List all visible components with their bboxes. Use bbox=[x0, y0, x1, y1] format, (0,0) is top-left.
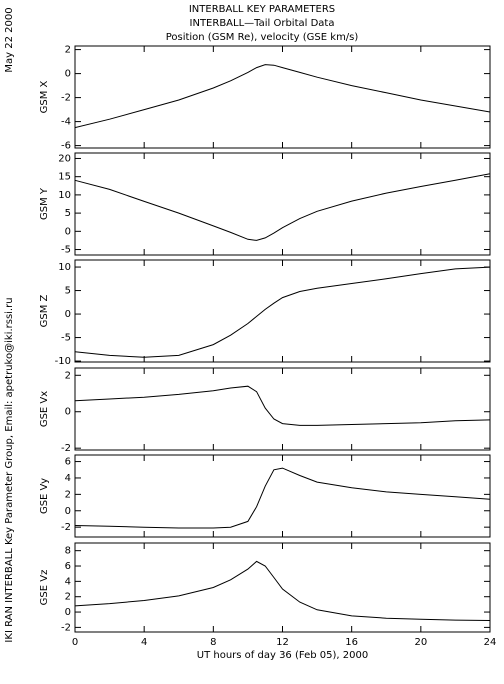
y-axis-label: GSM X bbox=[39, 80, 50, 113]
x-tick-label: 0 bbox=[72, 637, 78, 648]
y-tick-label: 6 bbox=[65, 457, 71, 468]
y-tick-label: 2 bbox=[65, 592, 71, 603]
x-tick-label: 24 bbox=[484, 637, 497, 648]
y-tick-label: 0 bbox=[65, 607, 71, 618]
y-axis-label: GSM Z bbox=[39, 294, 50, 327]
y-tick-label: 2 bbox=[65, 370, 71, 381]
y-tick-label: 15 bbox=[58, 172, 71, 183]
y-tick-label: -5 bbox=[61, 333, 71, 344]
y-tick-label: 5 bbox=[65, 208, 71, 219]
data-line bbox=[74, 64, 491, 129]
x-tick-label: 4 bbox=[141, 637, 147, 648]
y-tick-label: -2 bbox=[61, 443, 71, 454]
y-tick-label: 2 bbox=[65, 45, 71, 56]
panel-frame bbox=[74, 542, 491, 633]
y-tick-label: 20 bbox=[58, 153, 71, 164]
x-tick-label: 12 bbox=[276, 637, 289, 648]
title-line: Position (GSM Re), velocity (GSE km/s) bbox=[166, 32, 359, 43]
data-line bbox=[74, 560, 491, 621]
credit: IKI RAN INTERBALL Key Parameter Group, E… bbox=[4, 297, 15, 642]
data-line bbox=[74, 173, 491, 241]
panel-frame bbox=[74, 454, 491, 538]
panel-frame bbox=[74, 259, 491, 363]
x-tick-label: 20 bbox=[414, 637, 427, 648]
y-tick-label: 0 bbox=[65, 506, 71, 517]
data-line bbox=[74, 467, 491, 529]
y-tick-label: 6 bbox=[65, 561, 71, 572]
y-tick-label: 2 bbox=[65, 489, 71, 500]
y-tick-label: 8 bbox=[65, 546, 71, 557]
y-axis-label: GSE Vy bbox=[39, 478, 50, 514]
panel-frame bbox=[74, 152, 491, 256]
x-tick-label: 8 bbox=[210, 637, 216, 648]
y-axis-label: GSE Vz bbox=[39, 570, 50, 606]
x-tick-label: 16 bbox=[345, 637, 358, 648]
panel-frame bbox=[74, 367, 491, 451]
y-tick-label: -6 bbox=[61, 141, 71, 152]
y-tick-label: -5 bbox=[61, 245, 71, 256]
y-tick-label: -2 bbox=[61, 622, 71, 633]
y-axis-label: GSM Y bbox=[39, 187, 50, 220]
date: May 22 2000 bbox=[4, 7, 15, 72]
data-line bbox=[74, 385, 491, 426]
y-tick-label: 0 bbox=[65, 309, 71, 320]
y-tick-label: 0 bbox=[65, 69, 71, 80]
data-line bbox=[74, 266, 491, 358]
y-tick-label: 4 bbox=[65, 473, 71, 484]
title-line: INTERBALL KEY PARAMETERS bbox=[189, 4, 335, 15]
y-tick-label: 5 bbox=[65, 286, 71, 297]
y-tick-label: 10 bbox=[58, 190, 71, 201]
y-tick-label: 0 bbox=[65, 407, 71, 418]
y-tick-label: -2 bbox=[61, 522, 71, 533]
y-tick-label: -4 bbox=[61, 117, 71, 128]
y-tick-label: -10 bbox=[55, 356, 71, 367]
title-line: INTERBALL—Tail Orbital Data bbox=[190, 18, 335, 29]
y-tick-label: -2 bbox=[61, 93, 71, 104]
panel-frame bbox=[74, 45, 491, 149]
x-axis-label: UT hours of day 36 (Feb 05), 2000 bbox=[197, 650, 368, 661]
y-tick-label: 4 bbox=[65, 576, 71, 587]
y-tick-label: 10 bbox=[58, 262, 71, 273]
y-axis-label: GSE Vx bbox=[39, 391, 50, 427]
y-tick-label: 0 bbox=[65, 226, 71, 237]
